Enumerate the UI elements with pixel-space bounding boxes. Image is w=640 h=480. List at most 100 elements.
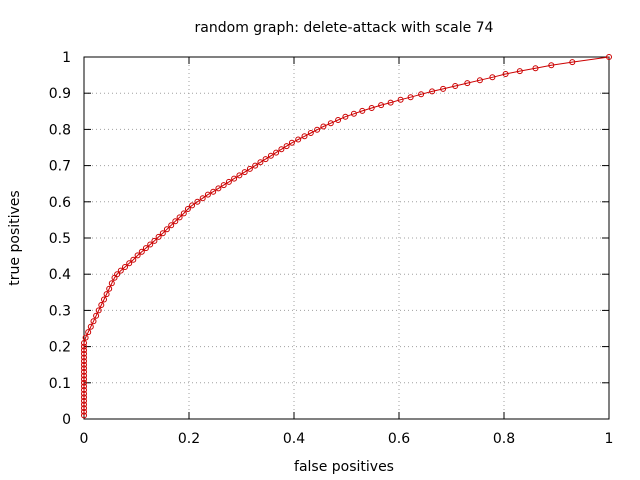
data-point <box>236 172 243 179</box>
data-point <box>155 233 162 240</box>
data-point <box>225 178 232 185</box>
data-point <box>130 256 137 263</box>
data-point <box>606 54 612 60</box>
data-point <box>90 318 97 325</box>
data-point <box>278 146 285 153</box>
data-point <box>147 241 154 248</box>
data-point <box>95 307 102 314</box>
data-point <box>387 99 394 106</box>
series-layer <box>81 54 612 419</box>
data-point <box>464 80 471 87</box>
data-point <box>81 376 87 383</box>
y-tick-label: 0.9 <box>49 86 71 102</box>
data-point <box>81 365 87 372</box>
data-point <box>252 162 259 169</box>
data-point <box>81 397 87 404</box>
data-point <box>407 94 414 101</box>
data-point <box>122 264 128 270</box>
y-tick-label: 0.5 <box>49 231 71 247</box>
chart-title: random graph: delete-attack with scale 7… <box>195 20 494 36</box>
axis-tick-labels: 0 0.1 0.2 0.3 0.4 0.5 0.6 0.7 0.8 0.9 1 0 0.2 0.4 0.6 0… <box>49 50 614 447</box>
x-axis-label: false positives <box>294 459 394 475</box>
data-point <box>476 77 483 84</box>
data-point <box>81 361 87 368</box>
data-point <box>117 267 124 274</box>
data-point <box>368 105 375 111</box>
data-point <box>142 245 149 252</box>
data-point <box>350 110 357 117</box>
data-point <box>327 120 334 127</box>
data-point <box>114 271 121 278</box>
data-point <box>502 71 509 77</box>
data-point <box>81 412 87 419</box>
data-point <box>81 383 87 390</box>
y-tick-label: 1 <box>62 50 71 66</box>
data-point <box>81 379 87 386</box>
data-point <box>273 149 280 156</box>
x-tick-label: 0.4 <box>283 431 305 447</box>
data-point <box>194 198 201 205</box>
data-point <box>295 136 302 143</box>
data-point <box>231 175 238 182</box>
data-point <box>189 202 196 209</box>
data-point <box>85 329 92 336</box>
data-point <box>81 368 87 375</box>
data-point <box>81 372 87 379</box>
axis-ticks <box>83 56 610 420</box>
y-tick-label: 0.2 <box>49 340 71 356</box>
grid-lines <box>84 57 609 419</box>
data-point <box>81 390 87 397</box>
x-tick-label: 1 <box>605 431 614 447</box>
data-point <box>283 143 290 150</box>
data-point <box>262 156 269 163</box>
data-point <box>199 195 206 202</box>
data-point <box>138 248 145 255</box>
data-point <box>81 340 87 346</box>
data-point <box>220 182 227 189</box>
data-point <box>108 280 115 287</box>
data-point <box>81 343 87 350</box>
data-point <box>81 358 87 365</box>
data-point <box>93 312 100 319</box>
data-point <box>569 59 576 66</box>
y-tick-label: 0.8 <box>49 122 71 138</box>
data-point <box>98 302 105 308</box>
y-tick-label: 0.4 <box>49 267 71 283</box>
data-point <box>359 107 366 114</box>
data-point <box>257 159 264 166</box>
data-point <box>241 169 248 176</box>
data-point <box>548 62 555 69</box>
data-point <box>82 334 89 341</box>
y-tick-label: 0.6 <box>49 195 71 211</box>
data-point <box>452 83 459 89</box>
plot-frame <box>83 56 610 420</box>
data-point <box>81 350 87 357</box>
data-point <box>81 354 87 361</box>
data-point <box>307 130 314 136</box>
data-point <box>215 185 222 192</box>
y-axis-label: true positives <box>7 190 23 285</box>
data-point <box>81 408 87 415</box>
data-point <box>134 252 141 259</box>
data-point <box>81 401 87 408</box>
data-point <box>378 102 385 109</box>
x-tick-label: 0.2 <box>178 431 200 447</box>
data-point <box>180 210 187 217</box>
data-point <box>159 230 166 237</box>
data-point <box>288 139 295 146</box>
data-point <box>210 188 217 195</box>
data-point <box>516 68 523 75</box>
x-tick-label: 0 <box>80 431 89 447</box>
data-point <box>168 222 175 229</box>
data-point <box>246 165 253 172</box>
data-point <box>342 113 349 120</box>
data-point <box>126 260 133 267</box>
y-tick-label: 0.1 <box>49 376 71 392</box>
data-point <box>314 126 321 133</box>
data-point <box>301 133 308 140</box>
data-point <box>267 152 274 159</box>
data-point <box>184 206 191 212</box>
data-point <box>429 88 436 95</box>
data-point <box>103 291 110 298</box>
